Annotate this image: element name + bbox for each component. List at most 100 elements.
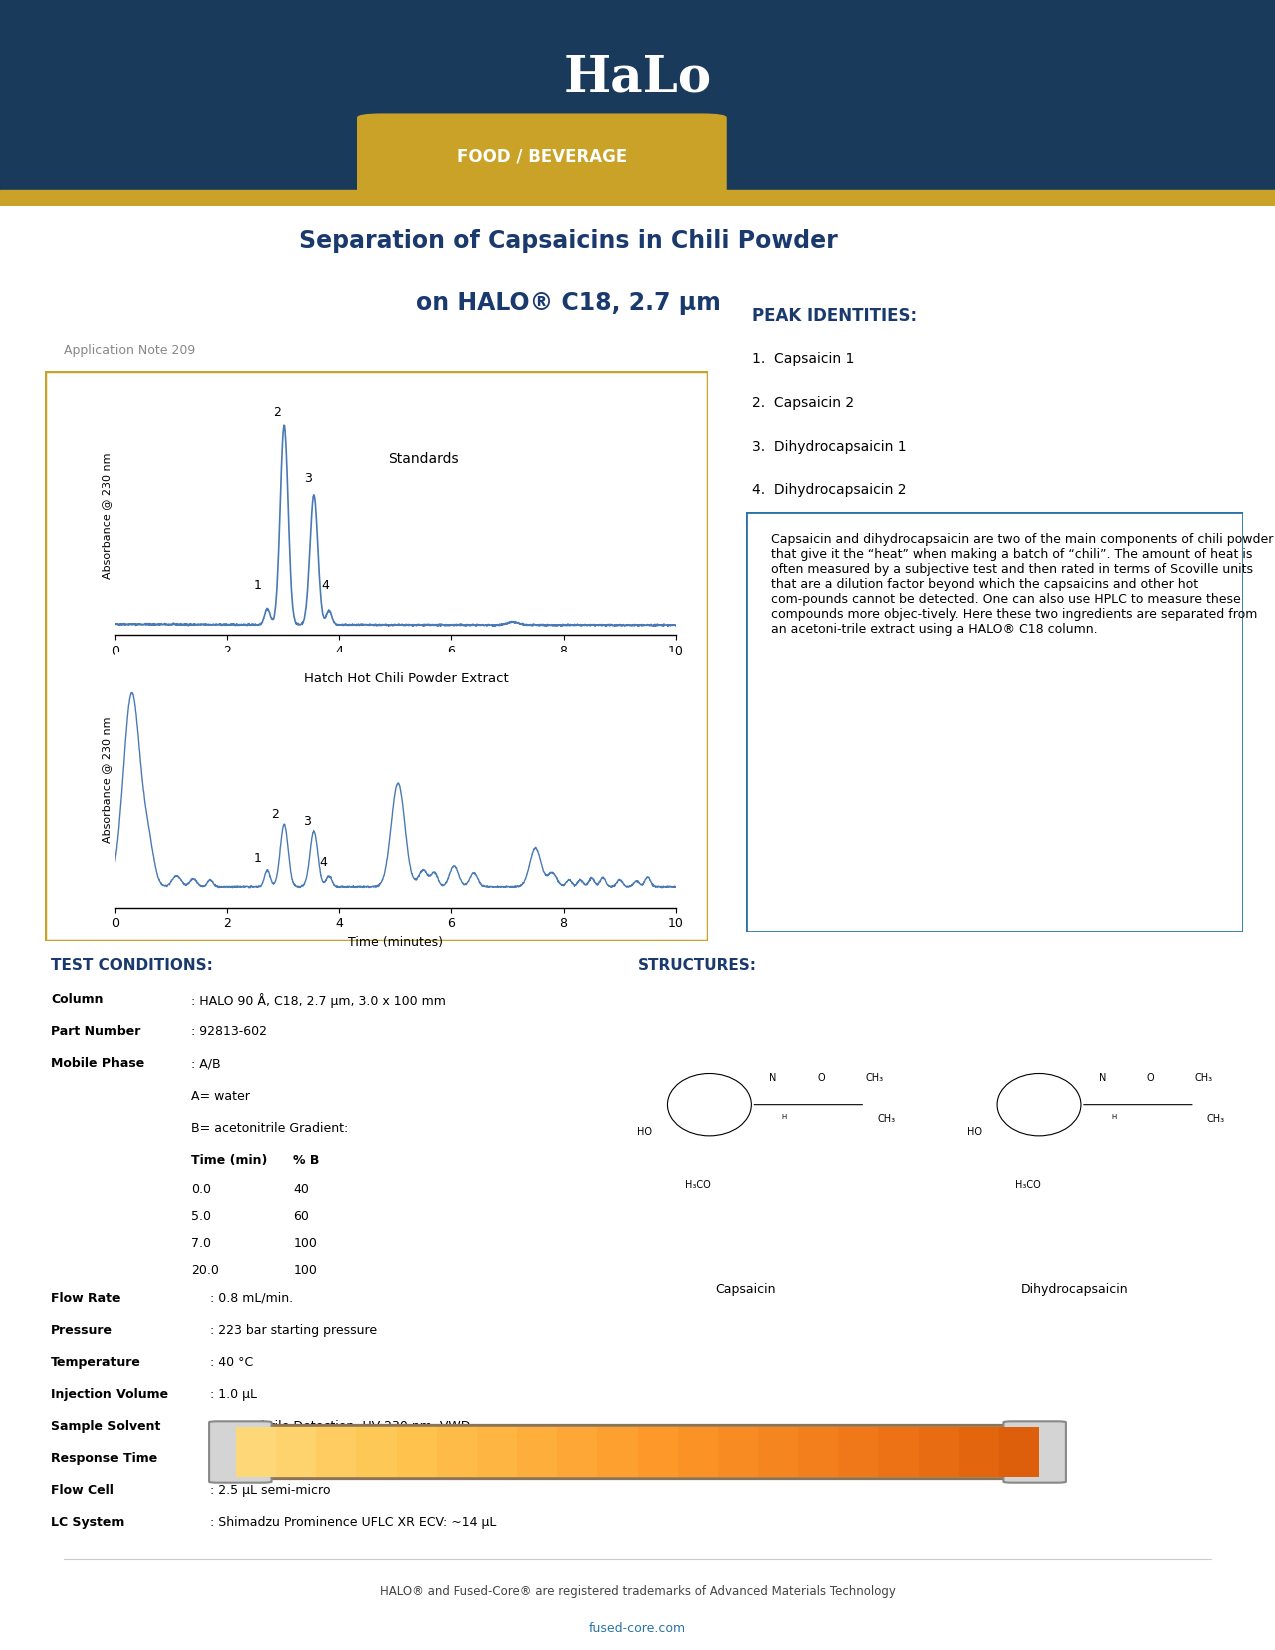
- Text: % B: % B: [293, 1153, 320, 1167]
- Text: : 92813-602: : 92813-602: [191, 1025, 268, 1038]
- Text: TEST CONDITIONS:: TEST CONDITIONS:: [51, 957, 213, 972]
- Y-axis label: Absorbance @ 230 nm: Absorbance @ 230 nm: [102, 452, 112, 579]
- Bar: [316, 1427, 356, 1477]
- Bar: [236, 1427, 275, 1477]
- Text: 100: 100: [293, 1238, 317, 1251]
- Text: Separation of Capsaicins in Chili Powder: Separation of Capsaicins in Chili Powder: [300, 229, 838, 252]
- Text: 20.0: 20.0: [191, 1264, 219, 1277]
- Text: 1: 1: [254, 851, 261, 865]
- Bar: [918, 1427, 959, 1477]
- Text: Sample Solvent: Sample Solvent: [51, 1421, 161, 1432]
- Bar: [839, 1427, 878, 1477]
- Text: CH₃: CH₃: [1206, 1114, 1225, 1124]
- Text: O: O: [1148, 1074, 1154, 1084]
- Text: Column: Column: [51, 993, 103, 1006]
- Text: A= water: A= water: [191, 1089, 250, 1102]
- Text: 1.  Capsaicin 1: 1. Capsaicin 1: [752, 353, 854, 366]
- Text: 3: 3: [302, 815, 311, 828]
- Text: Injection Volume: Injection Volume: [51, 1388, 168, 1401]
- Bar: [436, 1427, 477, 1477]
- Text: H₃CO: H₃CO: [686, 1180, 711, 1190]
- FancyBboxPatch shape: [357, 114, 727, 200]
- Text: B= acetonitrile Gradient:: B= acetonitrile Gradient:: [191, 1122, 348, 1135]
- Text: CH₃: CH₃: [1195, 1074, 1213, 1084]
- Text: 3: 3: [305, 472, 312, 485]
- Text: STRUCTURES:: STRUCTURES:: [638, 957, 756, 972]
- FancyBboxPatch shape: [1003, 1421, 1066, 1483]
- Text: N: N: [1099, 1074, 1107, 1084]
- Text: : 0.8 mL/min.: : 0.8 mL/min.: [210, 1292, 293, 1305]
- Text: 4: 4: [321, 579, 329, 592]
- Text: 1: 1: [254, 579, 261, 592]
- Text: : 1.0 μL: : 1.0 μL: [210, 1388, 258, 1401]
- Text: : Shimadzu Prominence UFLC XR ECV: ~14 μL: : Shimadzu Prominence UFLC XR ECV: ~14 μ…: [210, 1516, 497, 1530]
- Bar: [718, 1427, 757, 1477]
- Y-axis label: Absorbance @ 230 nm: Absorbance @ 230 nm: [102, 716, 112, 843]
- Text: H: H: [1111, 1114, 1116, 1120]
- Text: Flow Rate: Flow Rate: [51, 1292, 121, 1305]
- Bar: [557, 1427, 597, 1477]
- Text: N: N: [769, 1074, 776, 1084]
- Text: 60: 60: [293, 1209, 309, 1223]
- Text: Pressure: Pressure: [51, 1323, 113, 1337]
- Bar: [275, 1427, 316, 1477]
- Text: HO: HO: [968, 1127, 982, 1137]
- Bar: [638, 1427, 678, 1477]
- Bar: [0, 190, 1275, 206]
- Text: Mobile Phase: Mobile Phase: [51, 1058, 144, 1071]
- Text: 100: 100: [293, 1264, 317, 1277]
- Text: : 0.02 sec. Data rate: 25 Hz: : 0.02 sec. Data rate: 25 Hz: [210, 1452, 384, 1465]
- FancyBboxPatch shape: [45, 371, 708, 940]
- X-axis label: Time (minutes): Time (minutes): [348, 663, 442, 676]
- Text: Capsaicin and dihydrocapsaicin are two of the main components of chili powder th: Capsaicin and dihydrocapsaicin are two o…: [770, 533, 1274, 635]
- Text: HO: HO: [638, 1127, 653, 1137]
- Text: Flow Cell: Flow Cell: [51, 1483, 113, 1497]
- Text: H: H: [782, 1114, 787, 1120]
- Bar: [356, 1427, 397, 1477]
- Text: CH₃: CH₃: [877, 1114, 895, 1124]
- Text: H₃CO: H₃CO: [1015, 1180, 1040, 1190]
- Bar: [798, 1427, 839, 1477]
- Text: 7.0: 7.0: [191, 1238, 212, 1251]
- Text: Temperature: Temperature: [51, 1356, 140, 1370]
- Text: CH₃: CH₃: [866, 1074, 884, 1084]
- Text: Time (min): Time (min): [191, 1153, 268, 1167]
- Bar: [1000, 1427, 1039, 1477]
- Text: : 40 °C: : 40 °C: [210, 1356, 254, 1370]
- Text: Hatch Hot Chili Powder Extract: Hatch Hot Chili Powder Extract: [305, 673, 509, 685]
- Text: Dihydrocapsaicin: Dihydrocapsaicin: [1021, 1284, 1128, 1295]
- Text: O: O: [817, 1074, 825, 1084]
- FancyBboxPatch shape: [746, 512, 1243, 932]
- Text: Part Number: Part Number: [51, 1025, 140, 1038]
- Bar: [597, 1427, 638, 1477]
- Text: 2.  Capsaicin 2: 2. Capsaicin 2: [752, 396, 854, 409]
- Text: Application Note 209: Application Note 209: [64, 345, 195, 356]
- Text: 2: 2: [270, 807, 278, 820]
- Bar: [397, 1427, 436, 1477]
- Text: HALO® and Fused-Core® are registered trademarks of Advanced Materials Technology: HALO® and Fused-Core® are registered tra…: [380, 1584, 895, 1597]
- Text: : 223 bar starting pressure: : 223 bar starting pressure: [210, 1323, 377, 1337]
- Text: : HALO 90 Å, C18, 2.7 μm, 3.0 x 100 mm: : HALO 90 Å, C18, 2.7 μm, 3.0 x 100 mm: [191, 993, 446, 1008]
- FancyBboxPatch shape: [218, 1426, 1057, 1478]
- Text: : 2.5 μL semi-micro: : 2.5 μL semi-micro: [210, 1483, 332, 1497]
- Text: on HALO® C18, 2.7 μm: on HALO® C18, 2.7 μm: [416, 290, 722, 315]
- Bar: [878, 1427, 918, 1477]
- Text: PEAK IDENTITIES:: PEAK IDENTITIES:: [752, 307, 918, 325]
- Bar: [959, 1427, 1000, 1477]
- Text: 2: 2: [274, 406, 282, 419]
- Bar: [518, 1427, 557, 1477]
- Text: fused-core.com: fused-core.com: [589, 1622, 686, 1635]
- Text: Capsaicin: Capsaicin: [715, 1284, 775, 1295]
- FancyBboxPatch shape: [209, 1421, 272, 1483]
- Text: FOOD / BEVERAGE: FOOD / BEVERAGE: [456, 148, 627, 165]
- Text: 40: 40: [293, 1183, 309, 1196]
- Text: Standards: Standards: [388, 452, 459, 465]
- Text: : acetonitrile Detection: UV 230 nm, VWD: : acetonitrile Detection: UV 230 nm, VWD: [210, 1421, 470, 1432]
- Bar: [757, 1427, 798, 1477]
- Text: 5.0: 5.0: [191, 1209, 212, 1223]
- Text: 3.  Dihydrocapsaicin 1: 3. Dihydrocapsaicin 1: [752, 439, 907, 454]
- Bar: [477, 1427, 518, 1477]
- Text: 4.  Dihydrocapsaicin 2: 4. Dihydrocapsaicin 2: [752, 483, 907, 497]
- Text: HaLo: HaLo: [564, 54, 711, 102]
- Text: 0.0: 0.0: [191, 1183, 212, 1196]
